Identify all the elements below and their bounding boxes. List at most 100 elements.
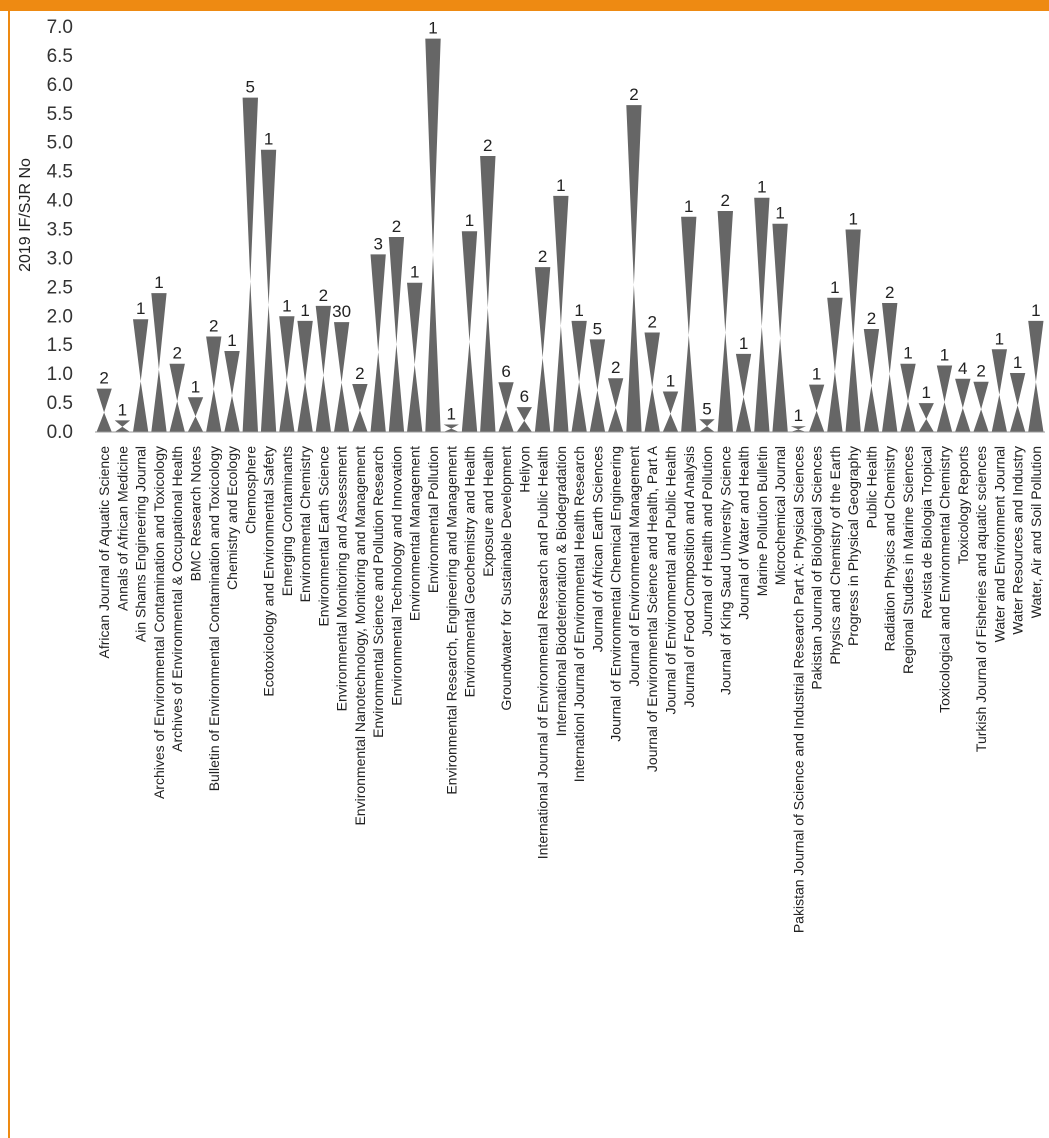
bar [918, 403, 934, 432]
data-label: 2 [172, 344, 181, 363]
y-tick-label: 4.0 [47, 191, 73, 212]
bar [553, 195, 569, 432]
bar [790, 426, 806, 432]
data-label: 5 [246, 78, 255, 97]
bar [334, 322, 350, 432]
bar [370, 254, 386, 432]
data-label: 2 [538, 247, 547, 266]
data-label: 1 [136, 299, 145, 318]
data-label: 1 [739, 334, 748, 353]
data-label: 2 [885, 283, 894, 302]
bar [206, 336, 222, 432]
bar [461, 231, 478, 432]
bar [973, 381, 989, 432]
bar [315, 305, 331, 432]
bar [1009, 373, 1026, 432]
bar [717, 211, 733, 432]
frame-left-border [8, 0, 10, 1138]
x-category-label: Groundwater for Sustainable Development [498, 446, 514, 711]
y-tick-label: 0.0 [47, 422, 73, 443]
bar [480, 156, 496, 432]
data-label: 1 [848, 210, 857, 229]
bar [388, 237, 405, 432]
y-tick-label: 1.0 [47, 364, 73, 385]
data-label: 2 [209, 317, 218, 336]
bar [187, 397, 204, 432]
y-tick-label: 6.5 [47, 46, 73, 67]
x-category-label: Radiation Physics and Chemistry [882, 446, 898, 651]
x-category-label: Journal of King Saud University Science [717, 446, 733, 695]
bar [662, 391, 679, 432]
x-category-label: Revista de Biologia Tropical [918, 446, 934, 619]
data-label: 1 [1031, 301, 1040, 320]
data-label: 1 [775, 204, 784, 223]
x-category-label: International Journal of Environmental R… [535, 446, 551, 859]
x-category-label: Journal of Environmental Management [626, 446, 642, 687]
bar [224, 351, 240, 432]
bar [571, 320, 587, 432]
bar [827, 297, 843, 432]
x-category-label: Toxicological and Environmental Chemistr… [937, 446, 953, 713]
x-category-label: Water, Air and Soil Pollution [1028, 446, 1044, 618]
frame-top-border [0, 0, 1049, 11]
data-label: 2 [976, 362, 985, 381]
y-tick-label: 1.5 [47, 335, 73, 356]
y-tick-label: 3.5 [47, 220, 73, 241]
bar [936, 365, 953, 432]
bar [151, 293, 167, 432]
x-category-label: BMC Research Notes [188, 446, 204, 581]
bar [809, 384, 825, 432]
x-category-label: Chemosphere [242, 446, 258, 534]
data-label: 1 [794, 406, 803, 425]
data-label: 30 [332, 302, 351, 321]
y-axis-label: 2019 IF/SJR No [17, 158, 34, 272]
x-category-label: Environmental Earth Science [315, 446, 331, 627]
data-label: 6 [520, 387, 529, 406]
x-category-label: Environmental Monitoring and Assessment [334, 446, 350, 711]
bar [534, 267, 551, 432]
data-label: 1 [556, 176, 565, 195]
data-label: 1 [830, 278, 839, 297]
x-category-label: Water Resources and Industry [1010, 446, 1026, 635]
data-label: 1 [264, 130, 273, 149]
y-tick-label: 5.0 [47, 133, 73, 154]
data-label: 1 [191, 377, 200, 396]
x-category-label: Environmental Pollution [425, 446, 441, 593]
data-label: 1 [447, 404, 456, 423]
data-label: 2 [355, 364, 364, 383]
x-category-label: Toxicology Reports [955, 446, 971, 564]
bar [626, 105, 642, 432]
y-tick-label: 6.0 [47, 75, 73, 96]
bar [863, 329, 880, 432]
y-tick-label: 2.0 [47, 306, 73, 327]
bar [169, 363, 185, 432]
x-category-label: Archives of Environmental & Occupational… [169, 446, 185, 752]
data-label: 2 [483, 136, 492, 155]
x-category-label: Exposure and Health [480, 446, 496, 577]
x-category-label: International Biodeterioration & Biodegr… [553, 446, 569, 736]
x-category-label: Archives of Environmental Contamination … [151, 446, 167, 799]
data-label: 1 [757, 178, 766, 197]
x-category-label: Microchemical Journal [772, 446, 788, 585]
y-tick-label: 0.5 [47, 393, 73, 414]
data-label: 2 [392, 217, 401, 236]
bar [425, 38, 441, 432]
x-category-label: Annals of African Medicine [114, 446, 130, 611]
x-category-label: Journal of Environmental Science and Hea… [644, 445, 660, 772]
data-label: 1 [428, 19, 437, 38]
bar [644, 332, 660, 432]
bar [1028, 320, 1044, 432]
data-label: 1 [922, 383, 931, 402]
x-category-label: Turkish Journal of Fisheries and aquatic… [973, 446, 989, 752]
x-category-label: Progress in Physical Geography [845, 446, 861, 646]
bar [279, 316, 295, 432]
bar [991, 349, 1007, 432]
data-label: 1 [465, 211, 474, 230]
x-category-label: African Journal of Aquatic Science [96, 446, 112, 659]
x-category-label: Regional Studies in Marine Sciences [900, 446, 916, 674]
bar [242, 97, 258, 432]
bar [735, 353, 752, 432]
data-label: 2 [721, 191, 730, 210]
